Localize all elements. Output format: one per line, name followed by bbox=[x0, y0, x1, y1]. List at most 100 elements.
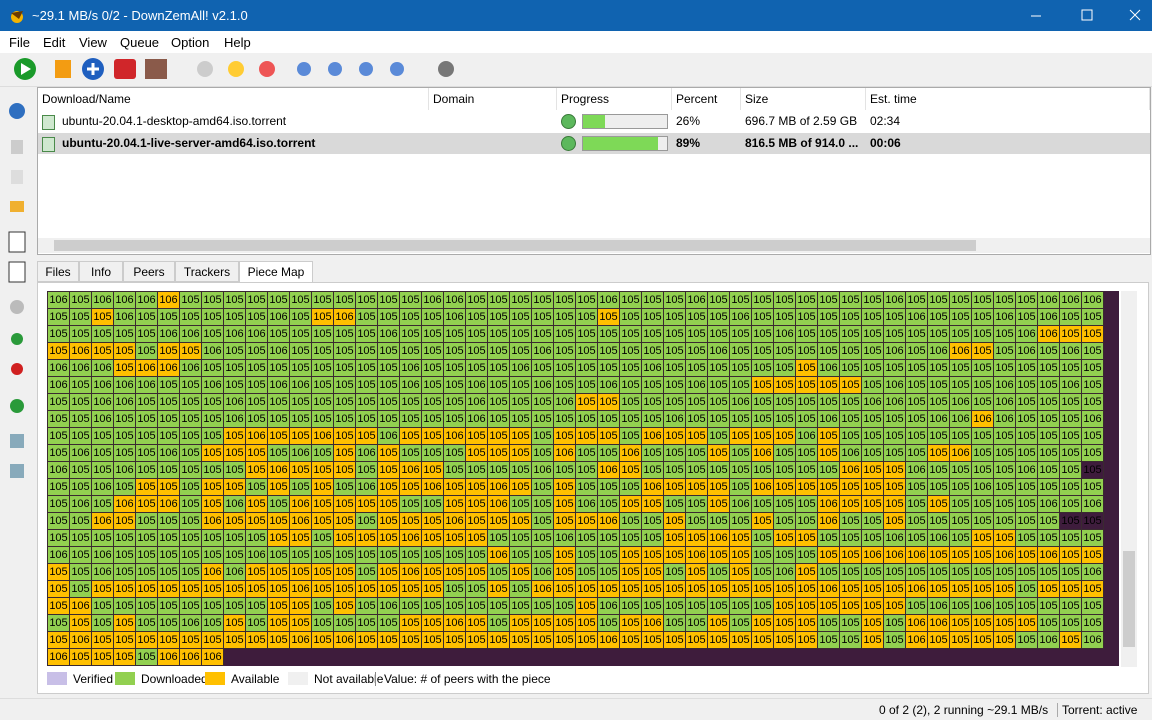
piece-cell: 105 bbox=[1015, 580, 1038, 598]
file-name: ubuntu-20.04.1-live-server-amd64.iso.tor… bbox=[62, 136, 316, 150]
piece-cell: 105 bbox=[729, 325, 752, 343]
menu-item[interactable]: View bbox=[79, 35, 107, 50]
v-scrollbar[interactable] bbox=[1121, 291, 1137, 667]
piece-cell: 105 bbox=[179, 512, 202, 530]
menu-item[interactable]: Option bbox=[171, 35, 210, 50]
piece-cell: 105 bbox=[795, 631, 818, 649]
piece-cell: 105 bbox=[1015, 410, 1038, 428]
piece-cell: 106 bbox=[47, 546, 70, 564]
piece-cell: 105 bbox=[113, 546, 136, 564]
piece-cell: 105 bbox=[773, 546, 796, 564]
piece-cell: 105 bbox=[399, 325, 422, 343]
piece-cell: 105 bbox=[971, 325, 994, 343]
menu-item[interactable]: File bbox=[9, 35, 30, 50]
piece-cell: 105 bbox=[355, 580, 378, 598]
menu-item[interactable]: Edit bbox=[43, 35, 66, 50]
tab[interactable]: Piece Map bbox=[239, 261, 313, 283]
piece-cell: 106 bbox=[179, 648, 202, 666]
piece-cell: 105 bbox=[905, 563, 928, 581]
piece-cell: 106 bbox=[993, 376, 1016, 394]
h-scrollbar[interactable] bbox=[38, 238, 1150, 253]
piece-cell: 106 bbox=[553, 529, 576, 547]
piece-cell: 105 bbox=[575, 376, 598, 394]
status-text: 0 of 2 (2), 2 running ~29.1 MB/s bbox=[879, 703, 1049, 717]
piece-cell: 105 bbox=[641, 546, 664, 564]
piece-cell: 105 bbox=[1081, 614, 1104, 632]
piece-cell: 105 bbox=[223, 342, 246, 360]
piece-cell: 105 bbox=[201, 410, 224, 428]
sidebar-icons[interactable] bbox=[0, 88, 34, 488]
tab[interactable]: Peers bbox=[123, 261, 175, 282]
menu-item[interactable]: Help bbox=[224, 35, 251, 50]
tab[interactable]: Files bbox=[37, 261, 79, 282]
tab[interactable]: Info bbox=[79, 261, 123, 282]
piece-cell: 105 bbox=[1081, 546, 1104, 564]
download-row[interactable]: ubuntu-20.04.1-desktop-amd64.iso.torrent… bbox=[38, 111, 1150, 132]
piece-cell: 105 bbox=[773, 529, 796, 547]
piece-cell: 105 bbox=[465, 461, 488, 479]
piece-cell: 105 bbox=[927, 563, 950, 581]
piece-cell: 105 bbox=[157, 410, 180, 428]
piece-cell: 105 bbox=[553, 461, 576, 479]
piece-cell: 105 bbox=[949, 546, 972, 564]
legend-label: Verified bbox=[73, 672, 114, 686]
piece-cell: 105 bbox=[377, 495, 400, 513]
piece-cell: 105 bbox=[971, 342, 994, 360]
piece-cell: 105 bbox=[135, 427, 158, 445]
piece-cell: 105 bbox=[311, 478, 334, 496]
piece-cell: 105 bbox=[597, 410, 620, 428]
piece-cell: 105 bbox=[157, 342, 180, 360]
piece-cell: 105 bbox=[861, 359, 884, 377]
piece-cell: 106 bbox=[751, 444, 774, 462]
piece-cell: 106 bbox=[69, 342, 92, 360]
piece-cell: 105 bbox=[531, 495, 554, 513]
piece-cell: 105 bbox=[69, 563, 92, 581]
window-controls[interactable] bbox=[1010, 0, 1152, 31]
piece-cell: 105 bbox=[267, 359, 290, 377]
piece-cell: 106 bbox=[971, 597, 994, 615]
legend-note: Value: # of peers with the piece bbox=[375, 672, 551, 686]
piece-cell: 105 bbox=[839, 546, 862, 564]
piece-cell: 105 bbox=[1037, 614, 1060, 632]
piece-cell: 105 bbox=[531, 308, 554, 326]
piece-cell: 105 bbox=[377, 461, 400, 479]
piece-cell: 106 bbox=[729, 495, 752, 513]
piece-cell: 105 bbox=[1037, 512, 1060, 530]
piece-cell: 105 bbox=[135, 495, 158, 513]
piece-cell: 105 bbox=[971, 614, 994, 632]
piece-cell: 105 bbox=[201, 427, 224, 445]
menu-item[interactable]: Queue bbox=[120, 35, 160, 50]
piece-cell: 105 bbox=[69, 308, 92, 326]
download-row[interactable]: ubuntu-20.04.1-live-server-amd64.iso.tor… bbox=[38, 133, 1150, 154]
piece-cell: 105 bbox=[69, 614, 92, 632]
piece-cell: 106 bbox=[553, 393, 576, 411]
piece-cell: 106 bbox=[905, 580, 928, 598]
piece-cell: 106 bbox=[883, 342, 906, 360]
piece-cell: 105 bbox=[641, 495, 664, 513]
piece-cell: 105 bbox=[509, 580, 532, 598]
piece-cell: 105 bbox=[993, 563, 1016, 581]
piece-cell: 105 bbox=[487, 325, 510, 343]
piece-cell: 105 bbox=[575, 614, 598, 632]
piece-cell: 105 bbox=[883, 359, 906, 377]
piece-cell: 105 bbox=[1059, 325, 1082, 343]
piece-cell: 105 bbox=[861, 427, 884, 445]
piece-cell: 105 bbox=[751, 529, 774, 547]
piece-cell: 105 bbox=[861, 410, 884, 428]
tab[interactable]: Trackers bbox=[175, 261, 239, 282]
piece-cell: 106 bbox=[69, 631, 92, 649]
piece-cell: 105 bbox=[135, 512, 158, 530]
piece-cell: 105 bbox=[465, 427, 488, 445]
piece-cell: 105 bbox=[201, 291, 224, 309]
est-time: 00:06 bbox=[870, 136, 901, 150]
piece-cell: 105 bbox=[245, 410, 268, 428]
toolbar-icons[interactable] bbox=[0, 53, 470, 86]
piece-cell: 105 bbox=[883, 427, 906, 445]
piece-cell: 105 bbox=[355, 410, 378, 428]
piece-cell: 105 bbox=[971, 461, 994, 479]
piece-cell: 105 bbox=[201, 393, 224, 411]
piece-cell: 106 bbox=[443, 427, 466, 445]
piece-cell: 105 bbox=[421, 563, 444, 581]
piece-cell: 105 bbox=[839, 478, 862, 496]
